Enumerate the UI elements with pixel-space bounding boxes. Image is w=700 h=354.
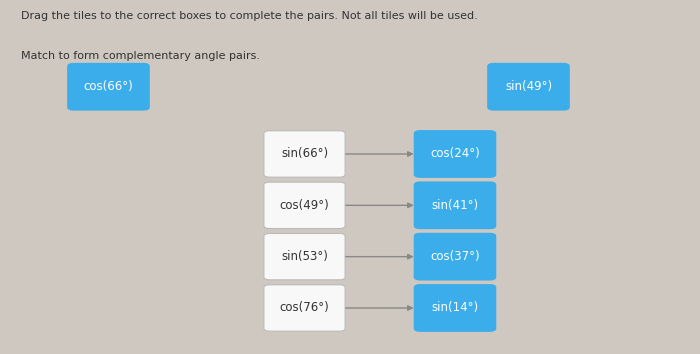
Text: sin(41°): sin(41°)	[431, 199, 479, 212]
FancyBboxPatch shape	[264, 234, 345, 280]
Text: Match to form complementary angle pairs.: Match to form complementary angle pairs.	[21, 51, 260, 61]
FancyBboxPatch shape	[488, 64, 569, 110]
Text: cos(24°): cos(24°)	[430, 148, 480, 160]
FancyBboxPatch shape	[414, 234, 496, 280]
Text: cos(76°): cos(76°)	[279, 302, 330, 314]
FancyBboxPatch shape	[414, 182, 496, 229]
Text: sin(53°): sin(53°)	[281, 250, 328, 263]
FancyBboxPatch shape	[414, 285, 496, 331]
FancyBboxPatch shape	[264, 182, 345, 229]
Text: sin(66°): sin(66°)	[281, 148, 328, 160]
Text: cos(37°): cos(37°)	[430, 250, 480, 263]
FancyBboxPatch shape	[264, 131, 345, 177]
Text: Drag the tiles to the correct boxes to complete the pairs. Not all tiles will be: Drag the tiles to the correct boxes to c…	[21, 11, 477, 21]
FancyBboxPatch shape	[414, 131, 496, 177]
Text: sin(14°): sin(14°)	[431, 302, 479, 314]
Text: cos(66°): cos(66°)	[83, 80, 134, 93]
FancyBboxPatch shape	[68, 64, 149, 110]
FancyBboxPatch shape	[264, 285, 345, 331]
Text: sin(49°): sin(49°)	[505, 80, 552, 93]
Text: cos(49°): cos(49°)	[279, 199, 330, 212]
